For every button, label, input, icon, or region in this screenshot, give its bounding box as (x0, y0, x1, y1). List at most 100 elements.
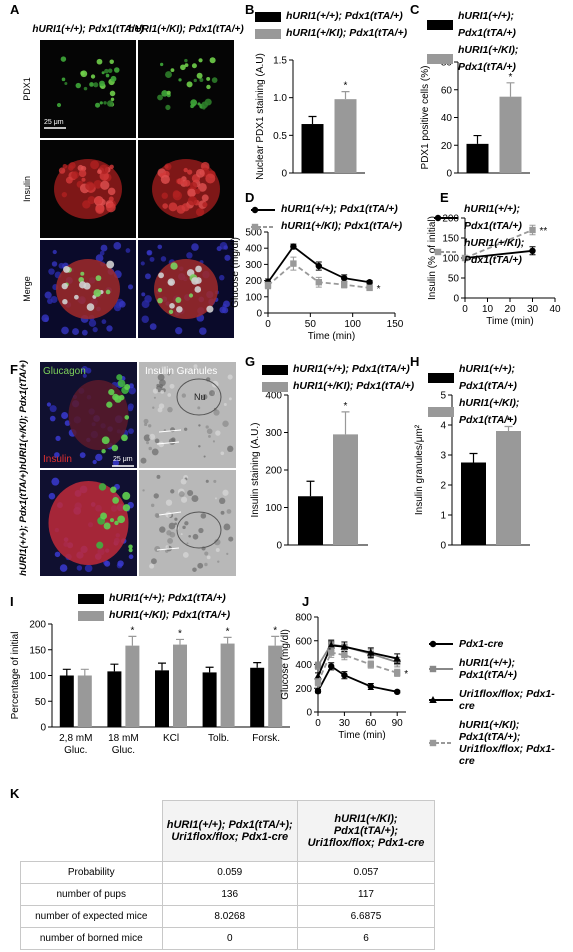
islet (48, 481, 129, 565)
cell (198, 445, 201, 448)
legend-swatch (427, 20, 453, 30)
legend-text: hURI1(+/KI); Pdx1(tTA/+) (286, 27, 408, 39)
cell (193, 78, 197, 83)
cell (157, 244, 163, 250)
legend: hURI1(+/+); Pdx1(tTA/+) hURI1(+/KI); Pdx1… (433, 201, 573, 269)
y-tick-label: 0 (40, 723, 46, 734)
cell (205, 173, 216, 184)
cell (201, 194, 209, 202)
cell (191, 63, 197, 69)
legend-text: Uri1flox/flox; Pdx1-cre (459, 688, 555, 712)
x-tick-label: 0 (265, 319, 271, 330)
cell (54, 551, 61, 558)
cell (82, 200, 91, 209)
cell (152, 388, 159, 394)
cell (181, 203, 190, 212)
cell (51, 261, 58, 267)
cell (165, 71, 172, 79)
marker (328, 649, 335, 656)
panel-label: B (245, 2, 254, 17)
cell (110, 75, 117, 82)
legend-swatch (262, 381, 288, 392)
cell (72, 328, 80, 336)
legend: hURI1(+/+); Pdx1(tTA/+) hURI1(+/KI); Pdx1… (78, 590, 230, 624)
cell (196, 72, 203, 79)
cell (197, 562, 204, 569)
cell (174, 517, 178, 521)
cell (150, 558, 157, 565)
x-axis-label: Time (min) (308, 331, 355, 342)
cell (167, 406, 173, 413)
cell (203, 455, 206, 458)
cell (157, 94, 163, 101)
cell (206, 305, 214, 313)
error-bar (158, 662, 166, 671)
y-tick-label: 100 (442, 254, 459, 265)
y-tick-label: 200 (245, 276, 262, 287)
cell (152, 406, 155, 409)
y-tick-label: 0 (276, 541, 282, 552)
error-bar (128, 635, 137, 646)
cell (168, 438, 176, 445)
cell (182, 525, 186, 530)
y-tick-label: 600 (295, 636, 312, 647)
significance: ** (540, 226, 548, 237)
cell (101, 436, 110, 445)
column-label: hURI1(+/KI); Pdx1(tTA/+) (128, 24, 244, 35)
cell (101, 319, 107, 325)
bar (77, 675, 92, 727)
legend-swatch (255, 28, 281, 39)
cell (149, 323, 157, 330)
y-tick-label: 150 (442, 234, 459, 245)
panel-label: E (440, 190, 449, 205)
legend-text: hURI1(+/+); Pdx1(tTA/+) (281, 203, 398, 215)
cell (206, 428, 213, 435)
cell (127, 405, 134, 412)
y-axis-label: Glucose (mg/dl) (230, 237, 241, 308)
legend-text: hURI1(+/+); Pdx1(tTA/+) (293, 363, 410, 375)
legend-symbol (429, 739, 453, 747)
marker (341, 281, 348, 288)
cell (183, 427, 188, 431)
table-cell: 0 (161, 927, 298, 950)
cell (188, 293, 194, 298)
cell (197, 102, 201, 106)
cell (141, 292, 146, 297)
marker (315, 262, 322, 270)
cell (218, 497, 226, 505)
cell (219, 274, 225, 281)
cell (144, 273, 151, 280)
bar (220, 643, 235, 727)
cell (71, 171, 79, 180)
cell (127, 284, 134, 290)
cell (220, 510, 225, 515)
cell (106, 401, 113, 408)
cell (200, 513, 207, 519)
y-axis-label: Insulin staining (A.U.) (250, 422, 261, 517)
cell (64, 420, 71, 426)
cell (212, 440, 216, 443)
cell (93, 179, 103, 189)
cell (198, 182, 207, 192)
legend-entry: hURI1(+/KI); Pdx1(tTA/+) (433, 235, 573, 269)
cell (190, 104, 194, 109)
cell (187, 188, 196, 198)
marker (461, 254, 469, 262)
cell (118, 300, 126, 308)
cell (213, 409, 220, 416)
cell (205, 425, 209, 429)
cell (109, 59, 114, 64)
cell (95, 102, 101, 108)
cell (79, 452, 86, 459)
cell (226, 509, 232, 514)
cell (224, 254, 231, 261)
cell (149, 563, 155, 569)
cell (186, 542, 189, 545)
cell (161, 192, 168, 199)
cell (194, 188, 201, 195)
y-axis-label: Insulin granules/μm² (414, 424, 425, 515)
cell (202, 202, 208, 208)
cell (96, 58, 103, 65)
cell (49, 415, 56, 422)
cell (105, 73, 110, 78)
